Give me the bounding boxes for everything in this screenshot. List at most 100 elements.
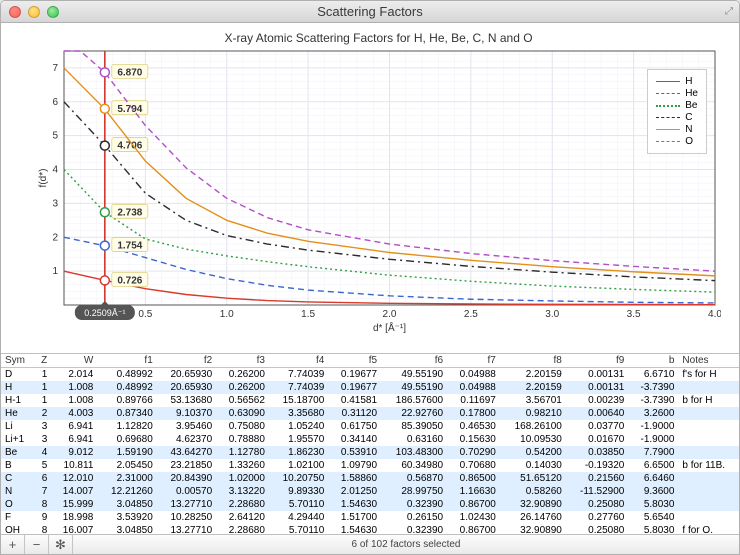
table-cell: 1.58860 bbox=[328, 472, 381, 485]
table-row[interactable]: Li+136.9410.696804.623700.788801.955700.… bbox=[1, 433, 739, 446]
table-cell: 6 bbox=[34, 472, 51, 485]
column-header[interactable]: b bbox=[628, 354, 678, 368]
table-row[interactable]: N714.00712.212600.005703.132209.893302.0… bbox=[1, 485, 739, 498]
table-row[interactable]: C612.0102.3100020.843901.0200010.207501.… bbox=[1, 472, 739, 485]
svg-text:6: 6 bbox=[52, 97, 58, 108]
plot[interactable]: 0.51.01.52.02.53.03.54.01234567d* [Å⁻¹]f… bbox=[36, 47, 721, 335]
column-header[interactable]: f7 bbox=[447, 354, 500, 368]
legend-item[interactable]: N bbox=[656, 124, 698, 135]
column-header[interactable]: f8 bbox=[500, 354, 566, 368]
app-window: Scattering Factors ⤢ X-ray Atomic Scatte… bbox=[0, 0, 740, 555]
table-cell: OH bbox=[1, 524, 34, 534]
table-cell: 9 bbox=[34, 511, 51, 524]
table-row[interactable]: B510.8112.0545023.218501.332601.021001.0… bbox=[1, 459, 739, 472]
table-cell: 4.29440 bbox=[269, 511, 328, 524]
data-table[interactable]: SymZWf1f2f3f4f5f6f7f8f9bNotes D12.0140.4… bbox=[1, 354, 739, 534]
table-cell: 103.48300 bbox=[381, 446, 447, 459]
table-cell: 0.01670 bbox=[566, 433, 628, 446]
table-cell: 0.11697 bbox=[447, 394, 500, 407]
column-header[interactable]: f2 bbox=[157, 354, 216, 368]
table-cell: 14.007 bbox=[51, 485, 97, 498]
column-header[interactable]: f1 bbox=[97, 354, 156, 368]
column-header[interactable]: Z bbox=[34, 354, 51, 368]
remove-button[interactable]: − bbox=[25, 535, 49, 554]
resize-icon[interactable]: ⤢ bbox=[725, 6, 733, 17]
legend-item[interactable]: O bbox=[656, 136, 698, 147]
table-cell: O bbox=[1, 498, 34, 511]
table-cell: -11.52900 bbox=[566, 485, 628, 498]
legend-item[interactable]: C bbox=[656, 112, 698, 123]
table-cell: 0.00640 bbox=[566, 407, 628, 420]
minimize-button[interactable] bbox=[28, 6, 40, 18]
add-button[interactable]: + bbox=[1, 535, 25, 554]
table-row[interactable]: H11.0080.4899220.659300.262007.740390.19… bbox=[1, 381, 739, 394]
table-cell: 0.15630 bbox=[447, 433, 500, 446]
table-cell: 5.6540 bbox=[628, 511, 678, 524]
table-cell: 2 bbox=[34, 407, 51, 420]
table-cell: 0.53910 bbox=[328, 446, 381, 459]
actions-button[interactable]: ✻ bbox=[49, 535, 73, 554]
column-header[interactable]: f6 bbox=[381, 354, 447, 368]
table-cell: 1.95570 bbox=[269, 433, 328, 446]
table-cell: 0.86500 bbox=[447, 472, 500, 485]
table-cell: 0.03850 bbox=[566, 446, 628, 459]
table-cell: 6.6460 bbox=[628, 472, 678, 485]
column-header[interactable]: W bbox=[51, 354, 97, 368]
table-cell: 13.27710 bbox=[157, 498, 216, 511]
table-cell: 6.6710 bbox=[628, 368, 678, 382]
table-cell: 32.90890 bbox=[500, 498, 566, 511]
table-cell: 1 bbox=[34, 394, 51, 407]
table-cell: 85.39050 bbox=[381, 420, 447, 433]
table-cell: 1.86230 bbox=[269, 446, 328, 459]
column-header[interactable]: Notes bbox=[678, 354, 739, 368]
table-row[interactable]: Li36.9411.128203.954600.750801.052400.61… bbox=[1, 420, 739, 433]
footer-buttons: + − ✻ bbox=[1, 535, 73, 554]
legend-swatch bbox=[656, 129, 680, 130]
table-cell: 2.20159 bbox=[500, 368, 566, 382]
column-header[interactable]: f4 bbox=[269, 354, 328, 368]
table-cell: 1.59190 bbox=[97, 446, 156, 459]
table-row[interactable]: H-111.0080.8976653.136800.5656215.187000… bbox=[1, 394, 739, 407]
data-table-wrap[interactable]: SymZWf1f2f3f4f5f6f7f8f9bNotes D12.0140.4… bbox=[1, 353, 739, 534]
table-cell: 0.34140 bbox=[328, 433, 381, 446]
table-row[interactable]: Be49.0121.5919043.642701.127801.862300.5… bbox=[1, 446, 739, 459]
table-cell: 10.811 bbox=[51, 459, 97, 472]
table-cell: 4.003 bbox=[51, 407, 97, 420]
zoom-button[interactable] bbox=[47, 6, 59, 18]
table-cell: 0.26200 bbox=[216, 368, 269, 382]
legend-item[interactable]: H bbox=[656, 76, 698, 87]
plot-svg[interactable]: 0.51.01.52.02.53.03.54.01234567d* [Å⁻¹]f… bbox=[36, 47, 721, 335]
column-header[interactable]: Sym bbox=[1, 354, 34, 368]
window-title: Scattering Factors bbox=[1, 4, 739, 19]
legend-item[interactable]: Be bbox=[656, 100, 698, 111]
table-header-row: SymZWf1f2f3f4f5f6f7f8f9bNotes bbox=[1, 354, 739, 368]
table-cell: 0.26200 bbox=[216, 381, 269, 394]
table-row[interactable]: F918.9983.5392010.282502.641204.294401.5… bbox=[1, 511, 739, 524]
table-row[interactable]: OH816.0073.0485013.277102.286805.701101.… bbox=[1, 524, 739, 534]
table-cell: 0.54200 bbox=[500, 446, 566, 459]
svg-text:1.754: 1.754 bbox=[117, 241, 142, 252]
svg-text:2.5: 2.5 bbox=[464, 309, 478, 320]
table-cell: 0.98210 bbox=[500, 407, 566, 420]
close-button[interactable] bbox=[9, 6, 21, 18]
column-header[interactable]: f5 bbox=[328, 354, 381, 368]
column-header[interactable]: f3 bbox=[216, 354, 269, 368]
table-cell: 0.86700 bbox=[447, 524, 500, 534]
table-row[interactable]: D12.0140.4899220.659300.262007.740390.19… bbox=[1, 368, 739, 382]
legend-label: Be bbox=[685, 100, 697, 111]
table-cell: D bbox=[1, 368, 34, 382]
table-cell: -0.19320 bbox=[566, 459, 628, 472]
svg-text:d* [Å⁻¹]: d* [Å⁻¹] bbox=[373, 321, 406, 334]
legend-swatch bbox=[656, 93, 680, 94]
table-row[interactable]: He24.0030.873409.103700.630903.356800.31… bbox=[1, 407, 739, 420]
table-cell: 1.33260 bbox=[216, 459, 269, 472]
table-cell: Li+1 bbox=[1, 433, 34, 446]
legend-item[interactable]: He bbox=[656, 88, 698, 99]
table-row[interactable]: O815.9993.0485013.277102.286805.701101.5… bbox=[1, 498, 739, 511]
column-header[interactable]: f9 bbox=[566, 354, 628, 368]
table-cell: 0.56562 bbox=[216, 394, 269, 407]
table-cell: 0.63160 bbox=[381, 433, 447, 446]
table-cell: 26.14760 bbox=[500, 511, 566, 524]
table-cell: 3.56701 bbox=[500, 394, 566, 407]
traffic-lights bbox=[9, 6, 59, 18]
